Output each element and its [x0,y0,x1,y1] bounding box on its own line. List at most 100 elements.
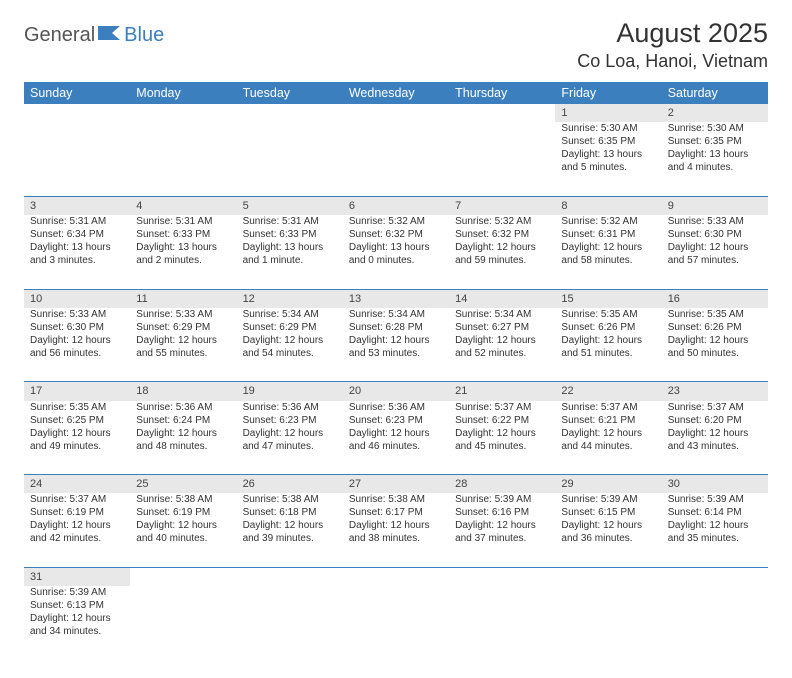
day-number-cell: 5 [237,196,343,215]
cell-line: Sunset: 6:34 PM [30,228,124,241]
cell-line: Sunrise: 5:32 AM [455,215,549,228]
day-detail-cell: Sunrise: 5:34 AMSunset: 6:27 PMDaylight:… [449,308,555,382]
day-number-cell: 27 [343,475,449,494]
day-detail-cell: Sunrise: 5:36 AMSunset: 6:24 PMDaylight:… [130,401,236,475]
cell-line: Sunset: 6:29 PM [243,321,337,334]
generalblue-logo: General Blue [24,24,164,47]
cell-line: Sunrise: 5:32 AM [349,215,443,228]
day-detail-cell [449,122,555,196]
cell-line: Sunrise: 5:34 AM [455,308,549,321]
cell-line: and 34 minutes. [30,625,124,638]
detail-row: Sunrise: 5:33 AMSunset: 6:30 PMDaylight:… [24,308,768,382]
cell-line: and 0 minutes. [349,254,443,267]
day-header: Wednesday [343,82,449,104]
cell-line: Daylight: 12 hours [349,519,443,532]
day-number-cell: 1 [555,104,661,122]
cell-line: Sunrise: 5:35 AM [561,308,655,321]
cell-line: Sunset: 6:25 PM [30,414,124,427]
cell-line: Sunset: 6:13 PM [30,599,124,612]
day-detail-cell [343,122,449,196]
day-detail-cell: Sunrise: 5:37 AMSunset: 6:19 PMDaylight:… [24,493,130,567]
day-detail-cell: Sunrise: 5:33 AMSunset: 6:29 PMDaylight:… [130,308,236,382]
month-title: August 2025 [577,18,768,49]
cell-line: and 58 minutes. [561,254,655,267]
cell-line: and 36 minutes. [561,532,655,545]
cell-line: and 2 minutes. [136,254,230,267]
cell-line: Sunrise: 5:30 AM [668,122,762,135]
day-header: Sunday [24,82,130,104]
day-detail-cell: Sunrise: 5:36 AMSunset: 6:23 PMDaylight:… [237,401,343,475]
cell-line: Sunrise: 5:30 AM [561,122,655,135]
cell-line: Sunset: 6:17 PM [349,506,443,519]
day-number-cell: 7 [449,196,555,215]
day-detail-cell [130,586,236,660]
day-number-cell: 18 [130,382,236,401]
cell-line: Sunset: 6:23 PM [349,414,443,427]
cell-line: Sunset: 6:32 PM [349,228,443,241]
cell-line: Sunrise: 5:31 AM [30,215,124,228]
day-detail-cell: Sunrise: 5:30 AMSunset: 6:35 PMDaylight:… [555,122,661,196]
cell-line: and 4 minutes. [668,161,762,174]
cell-line: Daylight: 12 hours [136,427,230,440]
cell-line: Daylight: 12 hours [561,334,655,347]
day-number-cell: 12 [237,289,343,308]
day-detail-cell: Sunrise: 5:34 AMSunset: 6:29 PMDaylight:… [237,308,343,382]
cell-line: Sunset: 6:18 PM [243,506,337,519]
logo-text-general: General [24,24,95,47]
cell-line: Daylight: 13 hours [561,148,655,161]
cell-line: Sunrise: 5:38 AM [349,493,443,506]
flag-icon [98,24,122,47]
day-detail-cell [237,586,343,660]
cell-line: Daylight: 12 hours [668,241,762,254]
cell-line: Sunrise: 5:35 AM [668,308,762,321]
day-number-cell: 6 [343,196,449,215]
cell-line: Daylight: 12 hours [455,334,549,347]
day-number-cell: 29 [555,475,661,494]
day-detail-cell: Sunrise: 5:31 AMSunset: 6:34 PMDaylight:… [24,215,130,289]
cell-line: and 51 minutes. [561,347,655,360]
cell-line: Daylight: 12 hours [30,519,124,532]
day-number-cell: 17 [24,382,130,401]
header: General Blue August 2025 Co Loa, Hanoi, … [24,18,768,72]
detail-row: Sunrise: 5:30 AMSunset: 6:35 PMDaylight:… [24,122,768,196]
cell-line: Daylight: 13 hours [30,241,124,254]
day-detail-cell: Sunrise: 5:31 AMSunset: 6:33 PMDaylight:… [130,215,236,289]
cell-line: Sunset: 6:35 PM [668,135,762,148]
cell-line: Sunrise: 5:37 AM [561,401,655,414]
cell-line: Daylight: 13 hours [349,241,443,254]
day-detail-cell [555,586,661,660]
day-detail-cell: Sunrise: 5:38 AMSunset: 6:18 PMDaylight:… [237,493,343,567]
day-number-cell: 16 [662,289,768,308]
day-number-cell: 28 [449,475,555,494]
day-number-cell [449,104,555,122]
day-number-cell [555,567,661,586]
daynum-row: 31 [24,567,768,586]
day-detail-cell [237,122,343,196]
day-detail-cell: Sunrise: 5:32 AMSunset: 6:31 PMDaylight:… [555,215,661,289]
cell-line: Sunset: 6:23 PM [243,414,337,427]
day-number-cell [130,567,236,586]
day-header: Friday [555,82,661,104]
cell-line: Daylight: 12 hours [455,241,549,254]
cell-line: and 53 minutes. [349,347,443,360]
cell-line: Daylight: 12 hours [668,519,762,532]
cell-line: Daylight: 13 hours [668,148,762,161]
day-number-cell: 11 [130,289,236,308]
day-detail-cell [449,586,555,660]
cell-line: and 59 minutes. [455,254,549,267]
cell-line: and 57 minutes. [668,254,762,267]
cell-line: Sunset: 6:27 PM [455,321,549,334]
cell-line: and 1 minute. [243,254,337,267]
day-number-cell: 15 [555,289,661,308]
day-number-cell: 30 [662,475,768,494]
title-block: August 2025 Co Loa, Hanoi, Vietnam [577,18,768,72]
detail-row: Sunrise: 5:37 AMSunset: 6:19 PMDaylight:… [24,493,768,567]
day-detail-cell: Sunrise: 5:37 AMSunset: 6:20 PMDaylight:… [662,401,768,475]
cell-line: and 48 minutes. [136,440,230,453]
day-number-cell [343,104,449,122]
cell-line: Daylight: 12 hours [349,427,443,440]
day-number-cell [449,567,555,586]
day-detail-cell [130,122,236,196]
day-number-cell: 3 [24,196,130,215]
cell-line: Sunset: 6:26 PM [668,321,762,334]
